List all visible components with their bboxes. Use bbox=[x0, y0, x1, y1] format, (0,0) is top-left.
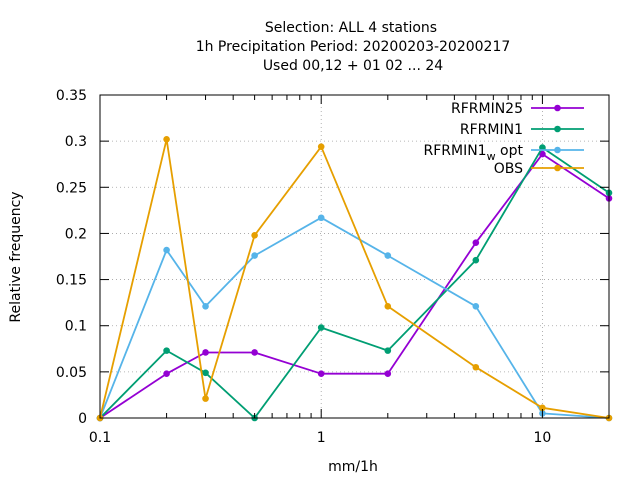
data-point-rfrmin25 bbox=[317, 370, 325, 378]
plot-frame bbox=[99, 94, 610, 419]
series-line-obs bbox=[99, 138, 610, 419]
legend-marker-rfrmin1-w-opt bbox=[554, 146, 561, 154]
data-point-rfrmin1 bbox=[384, 347, 392, 354]
y-tick-label: 0.25 bbox=[56, 180, 87, 196]
chart-title-line-3: Used 00,12 + 01 02 ... 24 bbox=[263, 58, 443, 74]
data-point-rfrmin25 bbox=[384, 370, 392, 378]
x-tick-label: 10 bbox=[533, 430, 551, 446]
y-tick-label: 0.15 bbox=[56, 273, 87, 289]
data-point-rfrmin25 bbox=[539, 150, 546, 158]
data-point-obs bbox=[163, 135, 170, 143]
data-point-rfrmin1 bbox=[202, 369, 209, 377]
data-point-rfrmin1-w-opt bbox=[472, 303, 480, 310]
legend-label-rfrmin1-w-opt: RFRMIN1w opt bbox=[423, 143, 523, 163]
y-tick-label: 0 bbox=[78, 411, 87, 427]
chart-title: Selection: ALL 4 stations 1h Precipitati… bbox=[196, 20, 511, 74]
data-point-obs bbox=[539, 404, 546, 412]
data-point-rfrmin1-w-opt bbox=[317, 214, 325, 222]
data-point-rfrmin1-w-opt bbox=[202, 303, 209, 310]
y-axis-label: Relative frequency bbox=[8, 191, 24, 322]
legend-marker-rfrmin25 bbox=[554, 104, 561, 112]
y-tick-label: 0.1 bbox=[65, 319, 87, 335]
grid bbox=[100, 95, 609, 418]
chart-title-line-2: 1h Precipitation Period: 20200203-202002… bbox=[196, 39, 511, 55]
series-line-rfrmin1 bbox=[99, 146, 610, 419]
data-point-rfrmin1-w-opt bbox=[163, 246, 170, 254]
data-point-obs bbox=[472, 363, 480, 371]
data-point-rfrmin25 bbox=[202, 349, 209, 356]
axis-ticks: 0 0.05 0.1 0.15 0.2 0.25 0.3 0.35 0.1 1 10 bbox=[56, 88, 609, 446]
data-point-rfrmin25 bbox=[472, 239, 480, 246]
y-tick-label: 0.3 bbox=[65, 134, 87, 150]
data-point-obs bbox=[251, 231, 258, 239]
data-point-rfrmin25 bbox=[163, 370, 170, 378]
legend-label-rfrmin25: RFRMIN25 bbox=[451, 101, 523, 117]
legend-marker-rfrmin1 bbox=[554, 125, 561, 133]
legend-marker-obs bbox=[554, 164, 561, 172]
data-point-obs bbox=[317, 143, 325, 150]
x-tick-label: 0.1 bbox=[89, 430, 111, 446]
series-line-rfrmin25 bbox=[99, 153, 610, 419]
data-point-obs bbox=[384, 303, 392, 310]
data-point-rfrmin1-w-opt bbox=[384, 252, 392, 259]
data-point-rfrmin25 bbox=[251, 349, 258, 356]
x-tick-label: 1 bbox=[317, 430, 326, 446]
data-point-rfrmin1 bbox=[317, 324, 325, 331]
y-tick-label: 0.05 bbox=[56, 365, 87, 381]
legend-label-obs: OBS bbox=[494, 161, 523, 177]
x-axis-label: mm/1h bbox=[328, 459, 378, 475]
data-point-rfrmin1 bbox=[163, 347, 170, 354]
data-point-obs bbox=[202, 395, 209, 402]
y-tick-label: 0.2 bbox=[65, 226, 87, 242]
data-point-rfrmin1 bbox=[472, 256, 480, 264]
data-point-rfrmin1-w-opt bbox=[251, 252, 258, 259]
series-line-rfrmin1-w-opt bbox=[99, 216, 610, 419]
chart-title-line-1: Selection: ALL 4 stations bbox=[265, 20, 437, 36]
series-lines bbox=[96, 135, 613, 422]
y-tick-label: 0.35 bbox=[56, 88, 87, 104]
legend-label-rfrmin1: RFRMIN1 bbox=[460, 122, 523, 138]
